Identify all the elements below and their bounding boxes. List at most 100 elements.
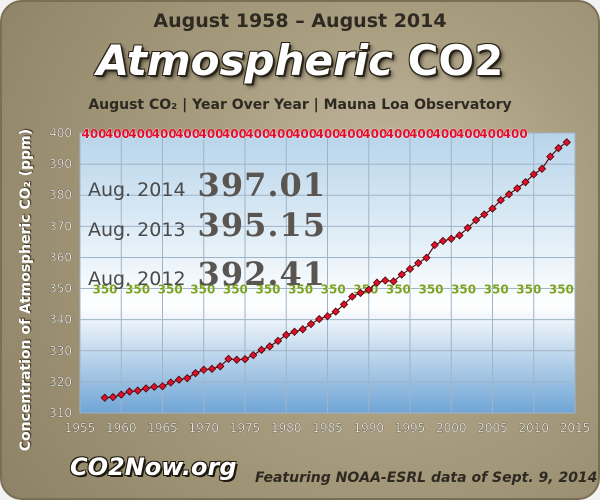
axes: 1955 1960 1965 1970 1975 1980 1985 1990 1995 2000…: [49, 126, 590, 435]
data-point: [166, 378, 175, 387]
reading-2014: Aug. 2014 397.01: [88, 166, 326, 204]
reference-label-400: 400: [269, 127, 294, 141]
x-tick-label: 1955: [65, 421, 96, 435]
reference-label-400: 400: [222, 127, 247, 141]
reference-label-350: 350: [255, 283, 280, 297]
data-point: [108, 392, 118, 402]
y-tick-label: 310: [49, 406, 72, 420]
data-point: [141, 384, 151, 393]
data-point: [257, 345, 266, 355]
reference-label-400: 400: [409, 127, 434, 141]
data-point: [537, 164, 547, 173]
reference-label-400: 400: [339, 127, 364, 141]
y-tick-label: 380: [49, 188, 72, 202]
data-point: [216, 362, 225, 371]
data-point: [298, 325, 307, 334]
y-tick-label: 370: [49, 219, 72, 233]
reference-label-350: 350: [125, 283, 150, 297]
y-tick-label: 320: [49, 375, 72, 389]
reference-label-350: 350: [223, 283, 248, 297]
reference-label-350: 350: [321, 283, 346, 297]
data-point: [513, 184, 522, 193]
reference-label-350: 350: [516, 283, 541, 297]
data-source-subline: August CO₂ | Year Over Year | Mauna Loa …: [88, 97, 512, 113]
data-point: [422, 253, 431, 262]
data-point: [339, 300, 349, 309]
reading-label: Aug. 2013: [88, 219, 186, 241]
reading-label: Aug. 2012: [88, 268, 186, 290]
data-point: [546, 152, 555, 161]
x-tick-label: 1965: [147, 421, 178, 435]
y-tick-label: 340: [49, 313, 72, 327]
data-point: [356, 288, 365, 298]
data-point: [323, 312, 332, 321]
period-subtitle: August 1958 – August 2014: [153, 10, 447, 32]
reading-value: 392.41: [197, 255, 327, 293]
y-tick-label: 350: [49, 282, 72, 296]
data-point: [224, 354, 233, 364]
x-tick-label: 1980: [271, 421, 302, 435]
reference-label-400: 400: [198, 127, 223, 141]
data-point: [315, 314, 324, 324]
reading-value: 397.01: [197, 166, 327, 204]
reference-label-350: 350: [549, 283, 574, 297]
title-formula: CO2: [407, 36, 504, 85]
reference-label-350: 350: [386, 283, 411, 297]
data-point: [488, 204, 497, 213]
reference-labels: 4004004004004004004004004004004004004004…: [81, 127, 574, 297]
x-tick-label: 2015: [560, 421, 591, 435]
x-tick-label: 2005: [477, 421, 508, 435]
reference-label-400: 400: [245, 127, 270, 141]
data-point: [405, 264, 415, 274]
x-tick-label: 1985: [312, 421, 343, 435]
reference-label-400: 400: [292, 127, 317, 141]
reference-label-400: 400: [315, 127, 340, 141]
data-point: [554, 143, 563, 153]
reference-label-350: 350: [92, 283, 117, 297]
data-point: [240, 355, 250, 364]
data-point: [463, 223, 472, 233]
reference-label-400: 400: [432, 127, 457, 141]
data-point: [207, 364, 217, 373]
reference-label-400: 400: [105, 127, 130, 141]
title-text: Atmospheric: [96, 36, 393, 85]
data-point: [447, 234, 456, 243]
data-point: [117, 390, 126, 399]
data-point: [282, 330, 291, 340]
reference-label-400: 400: [152, 127, 177, 141]
reading-label: Aug. 2014: [88, 179, 186, 201]
main-title: Atmospheric CO2: [0, 36, 600, 85]
x-tick-label: 1995: [395, 421, 426, 435]
data-point: [158, 382, 167, 391]
reading-value: 395.15: [197, 206, 327, 244]
y-axis-label: Concentration of Atmospheric CO₂ (ppm): [18, 128, 34, 452]
data-point: [529, 170, 538, 179]
y-tick-label: 390: [49, 157, 72, 171]
brand-logo-text: CO2Now.org: [70, 453, 237, 481]
x-tick-label: 2000: [436, 421, 467, 435]
data-point: [306, 319, 316, 329]
y-tick-label: 330: [49, 344, 72, 358]
reference-label-350: 350: [158, 283, 183, 297]
data-point: [199, 365, 208, 374]
data-point: [249, 350, 258, 360]
reference-label-400: 400: [128, 127, 153, 141]
reference-label-400: 400: [362, 127, 387, 141]
reference-label-350: 350: [190, 283, 215, 297]
data-point: [372, 278, 382, 287]
data-point: [397, 270, 406, 279]
x-tick-label: 2010: [518, 421, 549, 435]
reference-label-400: 400: [175, 127, 200, 141]
data-point: [100, 393, 109, 402]
data-point: [265, 342, 274, 351]
reference-label-350: 350: [418, 283, 443, 297]
data-point: [430, 240, 439, 250]
data-point: [133, 386, 142, 395]
reference-label-400: 400: [479, 127, 504, 141]
source-note: Featuring NOAA-ESRL data of Sept. 9, 201…: [255, 470, 598, 486]
reference-label-400: 400: [386, 127, 411, 141]
x-tick-label: 1970: [188, 421, 219, 435]
data-point: [521, 177, 530, 187]
data-point: [290, 327, 299, 336]
